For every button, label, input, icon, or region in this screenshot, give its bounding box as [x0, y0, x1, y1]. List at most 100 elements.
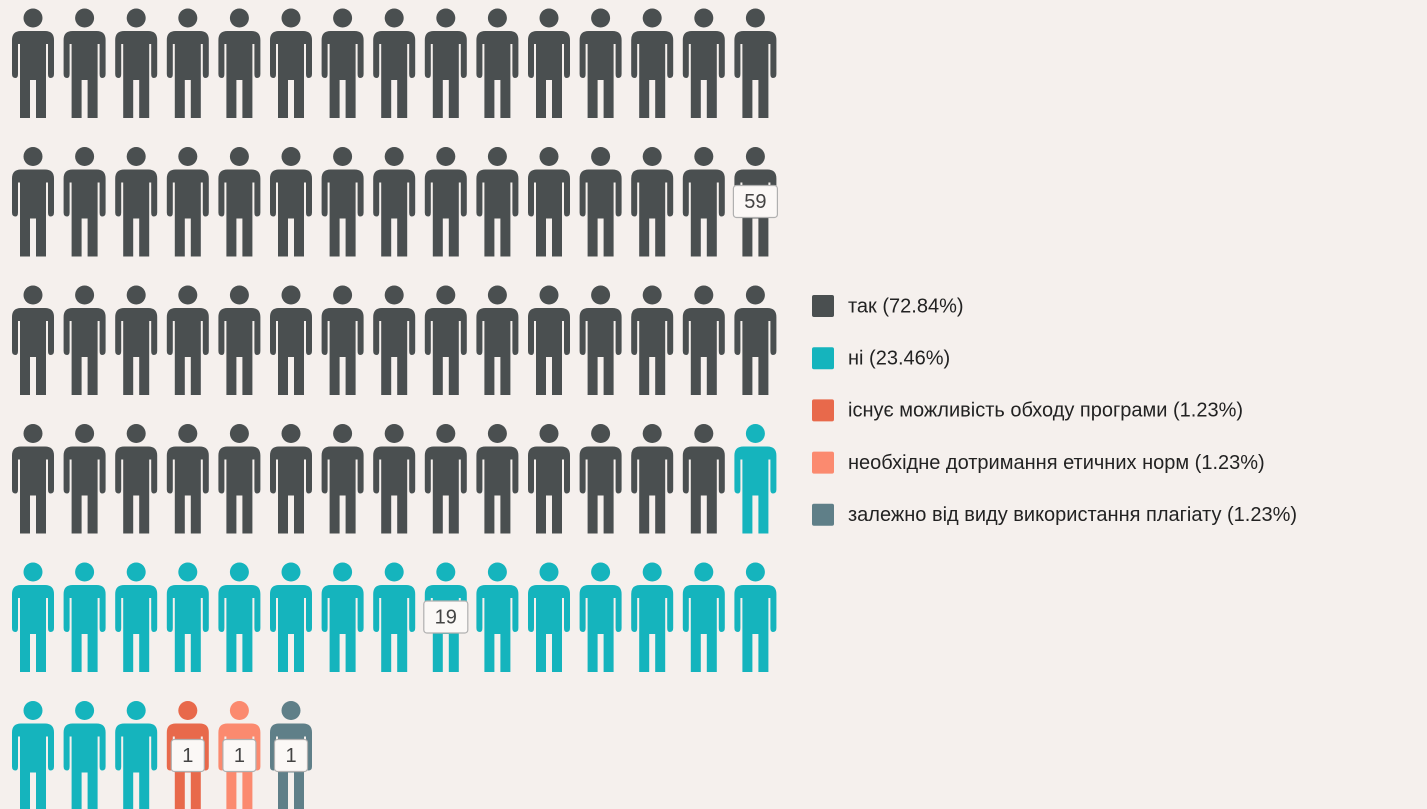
icon-body [528, 169, 570, 257]
icon-head [333, 285, 353, 305]
icon-body [218, 308, 261, 395]
icon-head [229, 424, 249, 443]
person-icon [12, 424, 54, 534]
icon-head [178, 424, 198, 443]
icon-head [745, 424, 765, 443]
person-icon [166, 8, 209, 118]
person-icon [631, 424, 674, 534]
person-icon [321, 8, 364, 118]
icon-body [12, 446, 54, 534]
icon-head [591, 8, 611, 28]
icon-head [436, 8, 456, 28]
person-icon [579, 285, 622, 395]
icon-body [218, 585, 261, 672]
icon-body [579, 446, 622, 534]
person-icon [734, 424, 777, 534]
icon-body [270, 446, 312, 534]
icon-body [373, 585, 416, 672]
legend-label: необхідне дотримання етичних норм (1.23%… [848, 452, 1265, 474]
value-label-box [170, 738, 205, 773]
icon-head [487, 424, 507, 443]
icon-head [126, 562, 146, 582]
icon-body [631, 446, 674, 534]
icon-body [166, 585, 209, 672]
icon-body [321, 169, 364, 257]
icon-body [424, 446, 467, 534]
icon-head [642, 147, 662, 166]
person-icon [682, 8, 725, 118]
icon-body [476, 585, 519, 672]
icon-body [63, 723, 106, 809]
value-label: 1 [234, 745, 245, 767]
person-icon [270, 424, 312, 534]
person-icon [476, 8, 519, 118]
person-icon [528, 147, 570, 257]
icon-head [178, 562, 198, 582]
icon-body [115, 308, 158, 395]
icon-head [539, 147, 559, 166]
person-icon [528, 424, 570, 534]
icon-head [178, 147, 198, 166]
icon-body [166, 446, 209, 534]
person-icon [579, 147, 622, 257]
person-icon [321, 562, 364, 672]
icon-head [281, 424, 301, 443]
icon-head [591, 424, 611, 443]
icon-body [12, 585, 54, 672]
icon-body [12, 723, 54, 809]
person-icon [528, 562, 570, 672]
icon-body [734, 585, 777, 672]
icon-head [75, 424, 95, 443]
icon-head [487, 147, 507, 166]
person-icon [270, 562, 312, 672]
person-icon [321, 147, 364, 257]
icon-head [436, 147, 456, 166]
person-icon [476, 424, 519, 534]
person-icon [734, 285, 777, 395]
icon-head [75, 8, 95, 28]
icon-body [166, 308, 209, 395]
icon-body [63, 31, 106, 118]
icon-body [63, 308, 106, 395]
person-icon [115, 285, 158, 395]
icon-body [321, 31, 364, 118]
person-icon [63, 701, 106, 809]
icon-head [126, 285, 146, 305]
icon-head [384, 8, 404, 28]
icon-body [476, 169, 519, 257]
legend-label: ні (23.46%) [848, 347, 950, 369]
icon-body [528, 308, 570, 395]
legend-swatch [812, 503, 834, 526]
icon-body [734, 308, 777, 395]
icon-body [166, 169, 209, 257]
icon-head [436, 285, 456, 305]
icon-head [745, 562, 765, 582]
icon-head [539, 562, 559, 582]
icon-body [12, 169, 54, 257]
icon-head [23, 701, 43, 720]
icon-body [631, 308, 674, 395]
icon-head [642, 562, 662, 582]
icon-head [229, 8, 249, 28]
icon-body [579, 31, 622, 118]
icon-head [591, 285, 611, 305]
icon-head [75, 147, 95, 166]
icon-head [436, 562, 456, 582]
icon-head [75, 701, 95, 720]
icon-body [321, 585, 364, 672]
person-icon [424, 285, 467, 395]
person-icon [373, 562, 416, 672]
legend-swatch [812, 347, 834, 370]
person-icon [115, 701, 158, 809]
person-icon [12, 701, 54, 809]
icon-body [218, 169, 261, 257]
icon-body [12, 308, 54, 395]
icon-body [63, 585, 106, 672]
value-label: 1 [182, 745, 193, 767]
person-icon [218, 8, 261, 118]
icon-body [579, 169, 622, 257]
icon-body [424, 169, 467, 257]
icon-head [333, 147, 353, 166]
icon-head [694, 8, 714, 28]
